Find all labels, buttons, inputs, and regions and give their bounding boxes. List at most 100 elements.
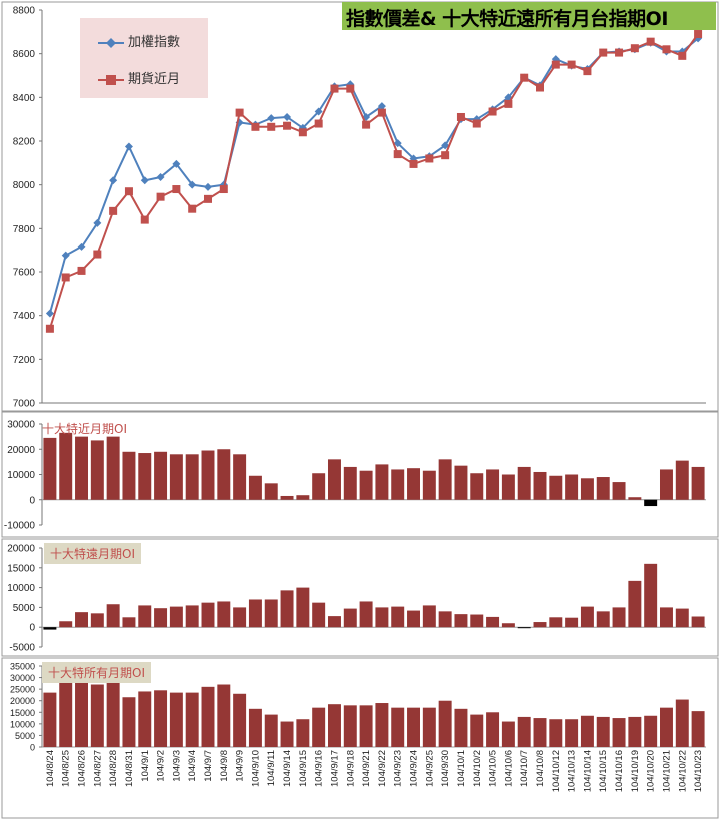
y-tick-label: 20000 bbox=[10, 696, 35, 706]
bar bbox=[296, 587, 310, 628]
data-point-index bbox=[93, 218, 102, 227]
bar bbox=[596, 716, 610, 747]
x-tick-label: 104/10/7 bbox=[519, 750, 530, 787]
data-point-futures bbox=[551, 60, 560, 69]
data-point-futures bbox=[630, 44, 639, 53]
bar bbox=[264, 714, 278, 747]
bar bbox=[549, 475, 563, 500]
bar bbox=[264, 599, 278, 628]
y-tick-label: 15000 bbox=[10, 708, 35, 718]
x-tick-label: 104/9/15 bbox=[298, 750, 309, 787]
far-month-oi-label: 十大特遠月期OI bbox=[44, 543, 141, 564]
bar bbox=[90, 613, 104, 628]
bar bbox=[233, 693, 247, 747]
data-point-futures bbox=[646, 37, 655, 46]
bar bbox=[628, 497, 642, 500]
x-tick-label: 104/8/28 bbox=[108, 750, 119, 787]
bar bbox=[138, 453, 152, 500]
bar bbox=[75, 679, 89, 747]
bar bbox=[517, 716, 531, 747]
bar bbox=[375, 464, 389, 500]
bar bbox=[486, 469, 500, 500]
data-point-futures bbox=[536, 83, 544, 92]
x-tick-label: 104/9/9 bbox=[235, 750, 246, 782]
bar bbox=[169, 692, 183, 747]
bar bbox=[533, 622, 547, 628]
bar bbox=[248, 708, 262, 747]
bar bbox=[628, 716, 642, 747]
data-point-index bbox=[45, 309, 54, 318]
bar bbox=[612, 607, 626, 628]
data-point-futures bbox=[488, 107, 497, 116]
bar bbox=[470, 714, 484, 747]
y-tick-label: 7000 bbox=[13, 399, 36, 410]
bar bbox=[138, 605, 152, 628]
bar bbox=[327, 459, 341, 500]
bar bbox=[407, 707, 421, 747]
bar bbox=[501, 474, 515, 500]
x-tick-label: 104/10/16 bbox=[614, 750, 625, 792]
data-point-index bbox=[504, 93, 513, 102]
x-tick-label: 104/8/27 bbox=[92, 750, 103, 787]
y-tick-label: 25000 bbox=[10, 685, 35, 695]
data-point-futures bbox=[599, 48, 608, 57]
all-month-oi-label: 十大特所有月期OI bbox=[42, 662, 151, 683]
data-point-futures bbox=[251, 122, 260, 131]
data-point-index bbox=[172, 159, 181, 168]
bar bbox=[565, 474, 579, 500]
legend-line-index bbox=[98, 37, 124, 48]
bar bbox=[659, 469, 673, 500]
bar bbox=[438, 611, 452, 628]
x-tick-label: 104/9/10 bbox=[250, 750, 261, 787]
x-tick-label: 104/8/26 bbox=[77, 750, 88, 787]
x-tick-label: 104/10/5 bbox=[488, 750, 499, 787]
data-point-index bbox=[393, 139, 402, 148]
y-tick-label: 7600 bbox=[13, 268, 36, 279]
bar bbox=[169, 606, 183, 628]
x-tick-label: 104/9/18 bbox=[345, 750, 356, 787]
data-point-futures bbox=[235, 108, 244, 117]
y-tick-label: 20000 bbox=[7, 544, 35, 555]
data-point-index bbox=[109, 176, 118, 185]
bar bbox=[612, 482, 626, 500]
data-point-futures bbox=[472, 119, 481, 128]
bar bbox=[533, 718, 547, 747]
legend-line-futures bbox=[98, 74, 124, 85]
data-point-index bbox=[283, 112, 292, 121]
bar bbox=[59, 432, 73, 500]
bar bbox=[454, 708, 468, 747]
x-tick-label: 104/9/11 bbox=[266, 750, 277, 786]
y-tick-label: 0 bbox=[30, 743, 35, 753]
y-tick-label: 10000 bbox=[7, 583, 35, 594]
bar bbox=[296, 719, 310, 747]
y-tick-label: 8200 bbox=[13, 137, 36, 148]
bar bbox=[501, 721, 515, 747]
y-tick-label: 7400 bbox=[13, 311, 36, 322]
data-point-futures bbox=[662, 45, 671, 54]
bar bbox=[596, 611, 610, 628]
data-point-futures bbox=[61, 273, 70, 282]
legend-label-index: 加權指數 bbox=[128, 35, 181, 50]
bar bbox=[438, 459, 452, 500]
data-point-futures bbox=[377, 108, 386, 117]
bar bbox=[154, 690, 168, 747]
y-tick-label: 8600 bbox=[13, 49, 36, 60]
bar bbox=[486, 616, 500, 628]
bar bbox=[565, 719, 579, 747]
bar bbox=[565, 617, 579, 628]
data-point-futures bbox=[219, 185, 228, 194]
data-point-futures bbox=[393, 150, 402, 159]
bar bbox=[359, 705, 373, 747]
data-point-futures bbox=[615, 48, 624, 57]
bar bbox=[517, 627, 531, 629]
bar bbox=[454, 465, 468, 500]
x-tick-label: 104/10/23 bbox=[693, 750, 704, 792]
bar bbox=[43, 437, 57, 500]
bar bbox=[312, 602, 326, 628]
title-background bbox=[342, 2, 716, 30]
x-tick-label: 104/10/21 bbox=[661, 750, 672, 792]
bar bbox=[43, 627, 57, 630]
bar bbox=[280, 590, 294, 628]
bar bbox=[106, 604, 120, 628]
bar bbox=[644, 563, 658, 628]
